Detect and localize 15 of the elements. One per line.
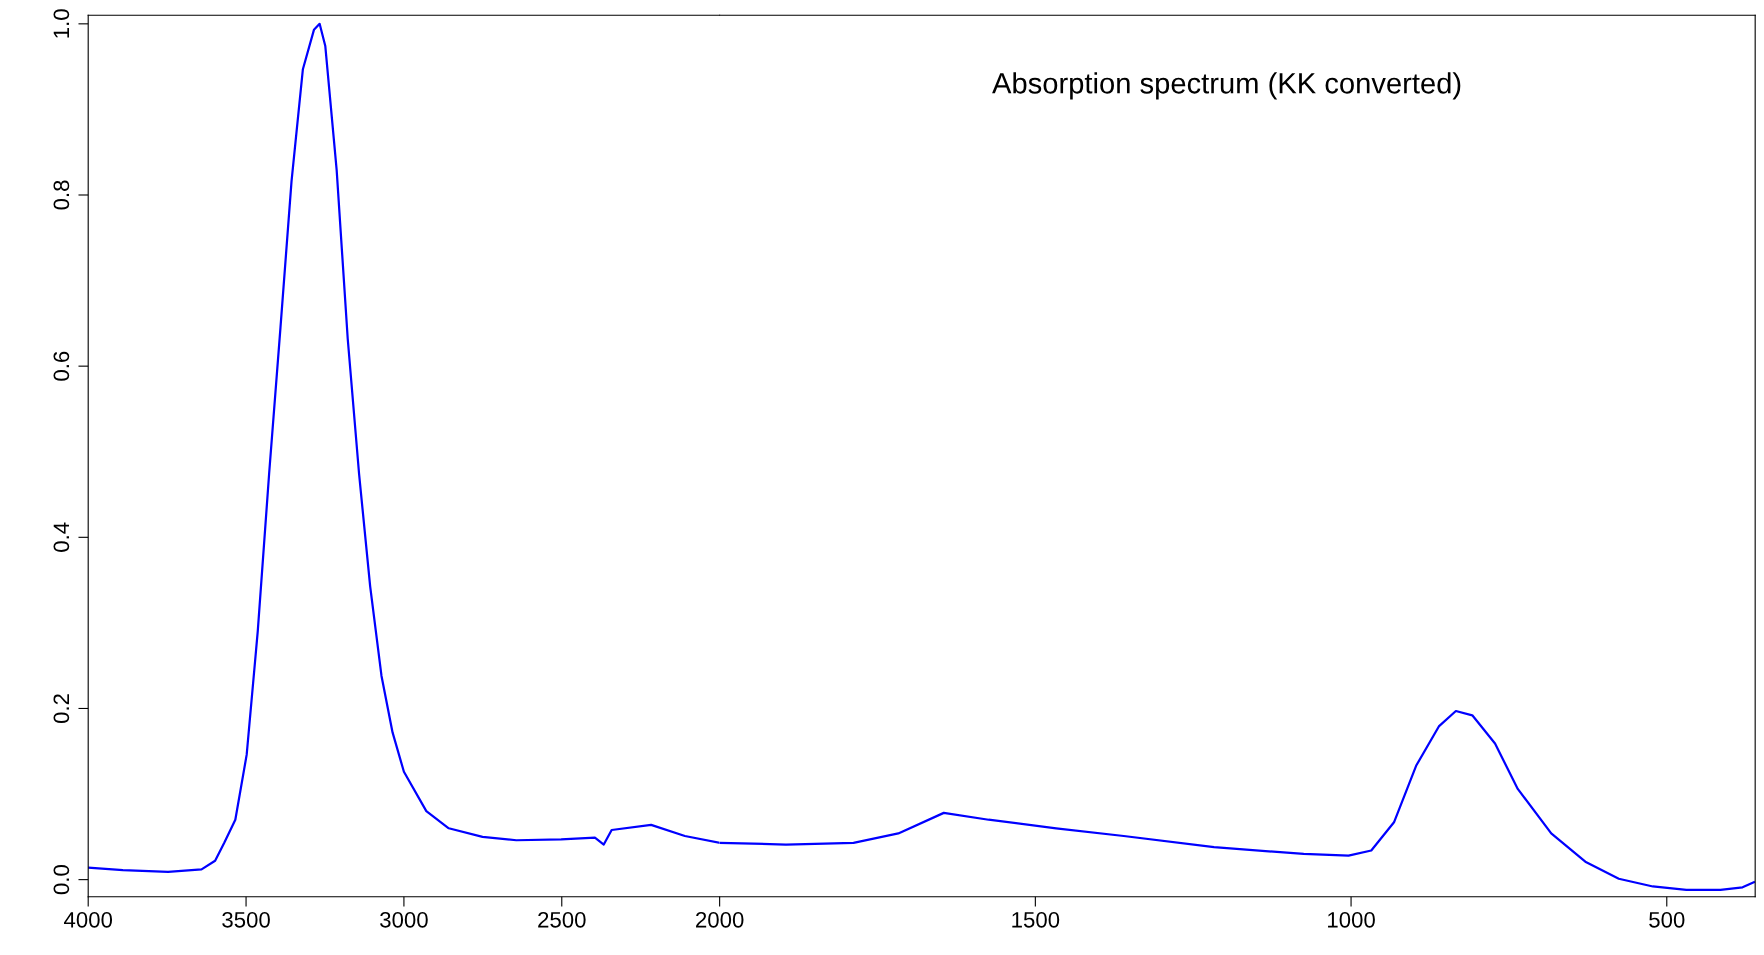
x-tick-label: 3000 [380,911,428,928]
annotation: Absorption spectrum (KK converted) [992,72,1461,100]
x-tick-label: 2000 [696,911,744,928]
x-tick-label: 1000 [1328,911,1375,928]
y-tick-label: 1.0 [53,9,70,38]
y-tick-label: 0.4 [53,522,70,552]
x-tick-label: 1500 [1012,911,1060,928]
x-tick-label: 500 [1649,911,1685,928]
y-tick-label: 0.8 [53,180,70,210]
y-tick-label: 0.2 [53,694,70,724]
x-tick-label: 3500 [222,911,270,928]
x-tick-label: 4000 [64,911,113,928]
x-tick-label: 2500 [538,911,586,928]
y-tick-label: 0.6 [53,351,70,381]
y-tick-label: 0.0 [53,865,70,895]
